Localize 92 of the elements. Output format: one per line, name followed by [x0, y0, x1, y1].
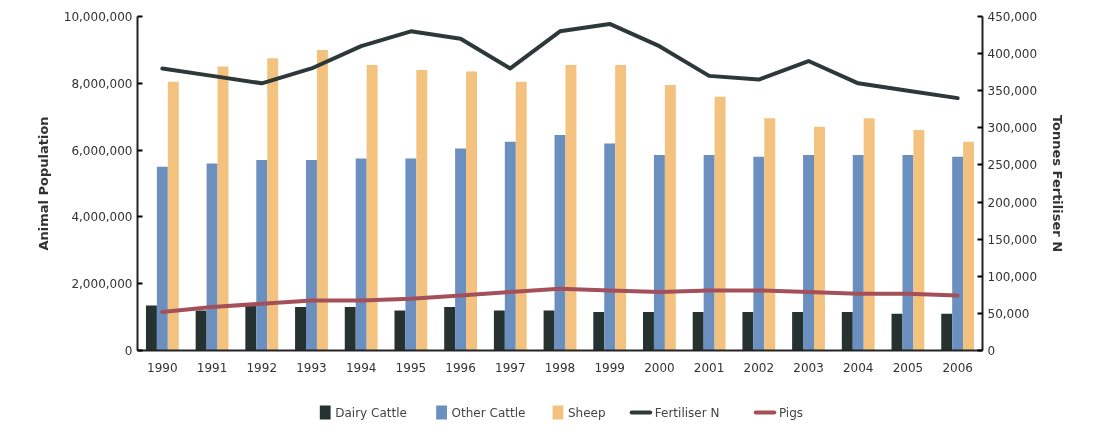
bar [267, 58, 279, 351]
x-tick-label: 1999 [594, 360, 625, 375]
bar [664, 84, 676, 351]
bar [405, 158, 417, 351]
y-tick-label: 8,000,000 [71, 76, 133, 91]
bar [814, 126, 825, 351]
bar [554, 135, 566, 351]
bar [863, 118, 875, 351]
bar [643, 312, 654, 351]
bar [444, 307, 456, 351]
y-tick-label: 10,000,000 [63, 10, 133, 24]
x-tick-label: 2006 [942, 360, 973, 375]
y2-tick-label: 450,000 [987, 10, 1038, 24]
legend-label: Other Cattle [451, 405, 526, 420]
y2-tick-label: 50,000 [987, 306, 1030, 321]
bar [963, 141, 975, 351]
x-tick-label: 2003 [793, 360, 824, 375]
x-tick-label: 1994 [345, 360, 377, 375]
bar [952, 156, 964, 351]
bar [295, 307, 306, 351]
bar [316, 49, 328, 351]
bar [455, 148, 467, 351]
y2-tick-label: 350,000 [987, 84, 1038, 99]
y2-tick-label: 200,000 [987, 195, 1038, 210]
bar [515, 81, 527, 351]
legend-label: Fertiliser N [654, 405, 720, 420]
y2-tick-label: 400,000 [987, 47, 1038, 62]
bar [841, 312, 853, 351]
x-tick-label: 1991 [196, 360, 228, 375]
legend-label: Pigs [778, 405, 804, 420]
bar [195, 310, 207, 351]
bar [466, 71, 477, 351]
bar [593, 312, 605, 351]
bar [493, 310, 505, 351]
x-tick-label: 2005 [892, 360, 924, 375]
bar [913, 130, 925, 351]
bar [703, 155, 715, 351]
x-tick-label: 1997 [495, 360, 526, 375]
y2-tick-label: 300,000 [987, 121, 1038, 136]
bar [344, 307, 356, 351]
x-tick-label: 2004 [842, 360, 874, 375]
bar [145, 305, 157, 351]
bar [852, 155, 864, 351]
x-tick-label: 1990 [147, 360, 178, 375]
bar [504, 141, 516, 351]
bar [891, 313, 903, 351]
y2-tick-label: 250,000 [987, 158, 1038, 173]
bar [653, 155, 665, 351]
line-series [160, 21, 960, 101]
bar [167, 81, 179, 351]
bar [306, 160, 317, 351]
bar [565, 64, 577, 351]
bar [692, 312, 704, 351]
bar [803, 155, 814, 351]
x-tick-label: 2001 [693, 360, 725, 375]
x-tick-label: 1993 [296, 360, 327, 375]
bar [156, 166, 168, 351]
bar [394, 310, 406, 351]
x-tick-label: 1995 [395, 360, 427, 375]
bar [941, 313, 953, 351]
y-tick-label: 0 [124, 344, 133, 358]
y2-axis-title: Tonnes Fertiliser N [1050, 114, 1066, 253]
bar [206, 163, 218, 351]
y-tick-label: 6,000,000 [71, 143, 133, 158]
bar [615, 64, 627, 351]
legend-label: Sheep [567, 405, 606, 420]
bar [792, 312, 804, 351]
bar [355, 158, 367, 351]
bar [753, 156, 765, 351]
bar [416, 69, 428, 351]
y2-tick-label: 0 [987, 344, 996, 358]
x-tick-label: 1992 [246, 360, 278, 375]
y-axis-title: Animal Population [35, 116, 51, 251]
bar [543, 310, 555, 351]
x-tick-label: 1998 [544, 360, 576, 375]
y-tick-label: 2,000,000 [71, 277, 133, 292]
x-tick-label: 1996 [445, 360, 476, 375]
y2-tick-label: 100,000 [987, 269, 1038, 284]
x-tick-label: 2000 [644, 360, 675, 375]
bar [366, 64, 378, 351]
x-tick-label: 2002 [743, 360, 775, 375]
bar [714, 96, 726, 351]
bar [245, 305, 257, 351]
bar [902, 155, 914, 351]
bar [604, 143, 616, 351]
y-tick-label: 4,000,000 [71, 210, 133, 225]
bar [256, 160, 268, 351]
y2-tick-label: 150,000 [987, 232, 1038, 247]
bar [742, 312, 754, 351]
line-series [160, 286, 960, 315]
bar [764, 118, 776, 351]
legend-label: Dairy Cattle [335, 405, 407, 420]
